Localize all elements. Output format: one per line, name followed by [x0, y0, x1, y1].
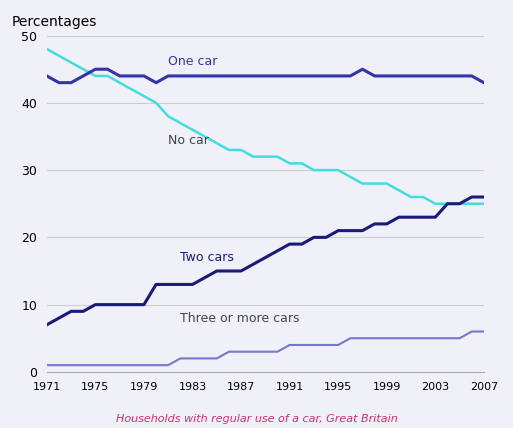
Text: No car: No car — [168, 134, 209, 146]
Text: Percentages: Percentages — [12, 15, 97, 29]
Text: Households with regular use of a car, Great Britain: Households with regular use of a car, Gr… — [115, 414, 398, 424]
Text: Three or more cars: Three or more cars — [181, 312, 300, 325]
Text: One car: One car — [168, 55, 218, 68]
Text: Two cars: Two cars — [181, 251, 234, 264]
